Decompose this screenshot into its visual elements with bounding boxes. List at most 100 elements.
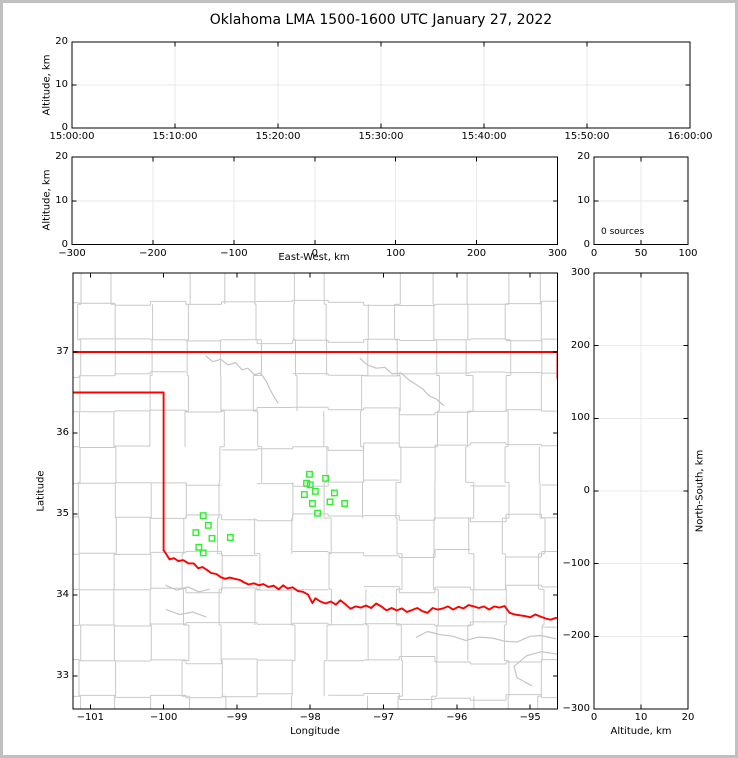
x-tick-label: 15:00:00: [49, 131, 95, 142]
y-tick-label: 0: [61, 122, 68, 133]
source-marker: [300, 491, 308, 499]
y-tick-label: 20: [577, 151, 590, 162]
x-tick-label: −100: [149, 712, 178, 723]
x-tick-label: 200: [467, 247, 487, 259]
source-marker: [330, 489, 338, 497]
source-marker: [199, 549, 207, 557]
source-marker: [322, 474, 330, 482]
y-tick-label: −300: [562, 703, 590, 714]
east-west-axis-label: East-West, km: [278, 252, 350, 263]
source-marker: [204, 521, 212, 529]
y-tick-label: 0: [61, 238, 68, 250]
source-marker: [226, 534, 234, 541]
panel-alt-source-histogram: [593, 156, 689, 245]
gridlines: [594, 273, 688, 709]
gridlines: [72, 157, 558, 245]
source-marker: [208, 534, 216, 542]
altitude-axis-label-bottom-panel: Altitude, km: [610, 726, 672, 737]
altitude-axis-label-time-panel: Altitude, km: [41, 54, 53, 116]
state-border-segment: [162, 549, 558, 621]
panel-northsouth-vs-alt: [593, 272, 689, 710]
x-tick-label: −300: [58, 247, 86, 259]
x-tick-label: 15:40:00: [461, 131, 507, 142]
tick-marks: [71, 156, 558, 245]
river-line: [165, 608, 207, 618]
source-markers: [192, 470, 349, 557]
source-marker: [341, 500, 349, 507]
source-marker: [199, 512, 207, 520]
gridlines: [72, 42, 690, 128]
x-tick-label: 15:30:00: [358, 131, 404, 142]
source-marker: [314, 509, 322, 517]
y-tick-label: 10: [55, 194, 68, 206]
source-marker: [306, 470, 313, 478]
y-tick-label: 300: [570, 267, 590, 278]
x-tick-label: 0: [311, 247, 318, 259]
x-tick-label: 10: [634, 712, 648, 723]
county-boundaries: [73, 273, 558, 709]
x-tick-label: −200: [139, 247, 167, 259]
river-line: [165, 584, 210, 593]
y-tick-label: 34: [56, 589, 69, 601]
x-tick-label: −101: [76, 712, 105, 723]
source-marker: [311, 487, 319, 495]
x-tick-label: −96: [446, 712, 468, 723]
y-tick-label: 36: [56, 426, 69, 438]
altitude-axis-label-eastwest-panel: Altitude, km: [41, 169, 53, 231]
panel-alt-vs-time: [71, 41, 691, 129]
source-marker: [195, 543, 203, 551]
x-tick-label: −95: [519, 712, 541, 723]
tick-marks: [71, 41, 691, 129]
river-line: [513, 651, 558, 687]
tick-marks: [593, 156, 689, 245]
y-tick-label: 10: [577, 194, 590, 206]
x-tick-label: 100: [386, 247, 406, 259]
x-tick-label: −99: [226, 712, 248, 723]
y-tick-label: 0: [583, 238, 590, 250]
y-tick-label: 20: [55, 151, 68, 162]
river-line: [205, 355, 279, 404]
x-tick-label: −100: [220, 247, 248, 259]
source-marker: [303, 479, 311, 487]
state-border-segment: [73, 391, 165, 552]
x-tick-label: 50: [634, 247, 648, 259]
panel-plan-view: [72, 272, 558, 710]
north-south-axis-label: North-South, km: [694, 449, 706, 533]
map-layers: [73, 273, 558, 709]
x-tick-label: −97: [372, 712, 395, 723]
y-tick-label: −200: [562, 630, 590, 642]
y-tick-label: 10: [55, 79, 68, 90]
x-tick-label: 15:20:00: [255, 131, 301, 142]
source-marker: [326, 498, 334, 506]
y-tick-label: 100: [570, 412, 590, 424]
x-tick-label: 15:10:00: [152, 131, 198, 142]
x-tick-label: 300: [547, 247, 568, 259]
y-tick-label: 20: [55, 36, 68, 47]
source-marker: [192, 529, 200, 537]
y-tick-label: −100: [562, 557, 590, 569]
rivers: [165, 355, 558, 687]
y-tick-label: 0: [583, 485, 590, 496]
y-tick-label: 33: [56, 670, 69, 682]
panel-alt-vs-eastwest: [71, 156, 558, 245]
x-tick-label: 15:50:00: [564, 131, 610, 142]
source-marker: [306, 481, 314, 489]
x-tick-label: 0: [590, 247, 598, 259]
tick-marks: [593, 272, 689, 710]
river-line: [415, 630, 557, 643]
x-tick-label: 16:00:00: [667, 131, 713, 142]
y-tick-label: 37: [56, 345, 69, 357]
x-tick-label: −98: [299, 712, 321, 723]
x-tick-label: 20: [681, 712, 695, 723]
state-border: [73, 351, 558, 621]
y-tick-label: 35: [56, 508, 69, 519]
y-tick-label: 200: [570, 339, 590, 351]
longitude-axis-label: Longitude: [290, 726, 340, 737]
tick-marks: [73, 273, 558, 709]
source-count-label: 0 sources: [601, 227, 645, 237]
axes-frame: [72, 272, 558, 710]
river-line: [359, 357, 445, 407]
latitude-axis-label: Latitude: [35, 470, 47, 512]
